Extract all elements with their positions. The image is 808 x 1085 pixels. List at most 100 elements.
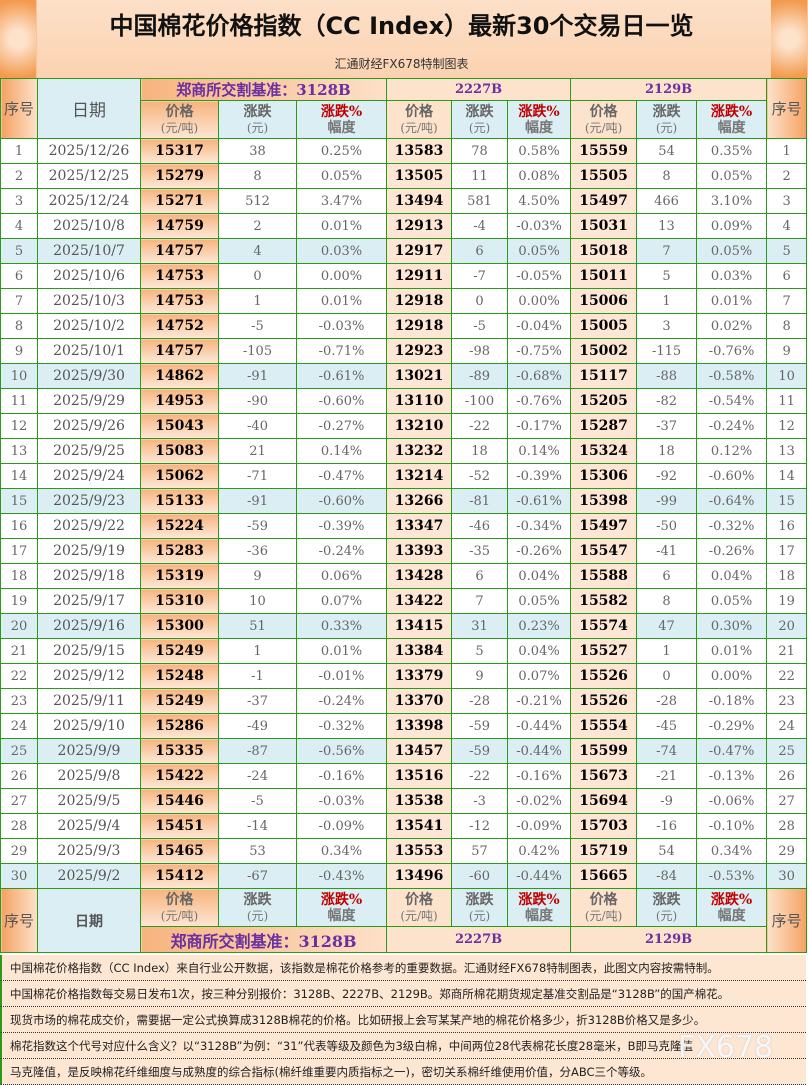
page-title: 中国棉花价格指数（CC Index）最新30个交易日一览 xyxy=(109,12,694,40)
date-cell: 2025/12/24 xyxy=(37,188,141,215)
note-line: 中国棉花价格指数每交易日发布1次，按三种分别报价：3128B、2227B、212… xyxy=(0,981,806,1007)
pct-3128b-cell: 0.14% xyxy=(295,438,388,465)
pct-3128b-cell: -0.09% xyxy=(295,813,388,840)
header-unit: (元) xyxy=(468,120,491,135)
table-row: 8 2025/10/2 14752 -5 -0.03% 12918 -5 -0.04% 1500… xyxy=(0,313,808,340)
chg-2227b-cell: 581 xyxy=(451,188,509,215)
price-3128b-cell: 15451 xyxy=(140,813,219,840)
header-unit: 幅度 xyxy=(525,119,554,136)
header-unit: 幅度 xyxy=(717,907,746,924)
seq-right-cell: 24 xyxy=(766,713,808,740)
price-3128b-cell: 15271 xyxy=(140,188,219,215)
header-unit: (元) xyxy=(246,908,269,923)
date-cell: 2025/9/16 xyxy=(37,613,141,640)
table-row: 9 2025/10/1 14757 -105 -0.71% 12923 -98 -0.75% 1… xyxy=(0,338,808,365)
chg-3128b-cell: 21 xyxy=(218,438,297,465)
table-row: 4 2025/10/8 14759 2 0.01% 12913 -4 -0.03% 15031 1… xyxy=(0,213,808,240)
pct-2129b-cell: -0.26% xyxy=(696,538,768,565)
chg-2227b-cell: 9 xyxy=(451,663,509,690)
price-2227b-cell: 13516 xyxy=(386,763,453,790)
pct-2227b-cell: -0.03% xyxy=(507,213,572,240)
chg-2129b-cell: -88 xyxy=(636,363,698,390)
seq-right-cell: 2 xyxy=(766,163,808,190)
chg-3128b-cell: 51 xyxy=(218,613,297,640)
pct-2129b-cell: -0.06% xyxy=(696,788,768,815)
table-row: 30 2025/9/2 15412 -67 -0.43% 13496 -60 -0.44% 15… xyxy=(0,863,808,890)
seq-right-cell: 12 xyxy=(766,413,808,440)
pct-3128b-cell: 0.00% xyxy=(295,263,388,290)
chg-2129b-cell: 0 xyxy=(636,663,698,690)
seq-right-cell: 28 xyxy=(766,813,808,840)
chg-2129b-cell: -74 xyxy=(636,738,698,765)
pct-2227b-cell: -0.61% xyxy=(507,488,572,515)
price-2227b-cell: 12913 xyxy=(386,213,453,240)
chg-2227b-cell: -3 xyxy=(451,788,509,815)
date-cell: 2025/9/19 xyxy=(37,538,141,565)
date-cell: 2025/12/25 xyxy=(37,163,141,190)
pct-2227b-cell: -0.21% xyxy=(507,688,572,715)
chg-2129b-cell: -99 xyxy=(636,488,698,515)
chg-3128b-cell: 53 xyxy=(218,838,297,865)
seq-cell: 10 xyxy=(0,363,38,390)
pct-2129b-cell: -0.53% xyxy=(696,863,768,890)
chg-2129b-cell: -50 xyxy=(636,513,698,540)
pct-2129b-cell: -0.29% xyxy=(696,713,768,740)
price-2129b-cell: 15554 xyxy=(570,713,638,740)
pct-3128b-cell: -0.71% xyxy=(295,338,388,365)
pct-2129b-cell: 0.00% xyxy=(696,663,768,690)
seq-cell: 1 xyxy=(0,137,38,165)
pct-2129b-cell: 0.12% xyxy=(696,438,768,465)
pct-2227b-cell: 0.05% xyxy=(507,588,572,615)
price-2227b-cell: 13457 xyxy=(386,738,453,765)
price-3128b-cell: 14753 xyxy=(140,263,219,290)
seq-cell: 11 xyxy=(0,388,38,415)
pct-2227b-cell: -0.04% xyxy=(507,313,572,340)
pct-2129b-cell: 0.34% xyxy=(696,838,768,865)
chg-2227b-cell: -46 xyxy=(451,513,509,540)
seq-right-cell: 16 xyxy=(766,513,808,540)
price-3128b-cell: 14752 xyxy=(140,313,219,340)
seq-right-cell: 5 xyxy=(766,238,808,265)
notes-section: 中国棉花价格指数（CC Index）来自行业公开数据，该指数是棉花价格参考的重要… xyxy=(0,955,806,1085)
chg-2227b-cell: 78 xyxy=(451,137,509,165)
chg-3128b-cell: -67 xyxy=(218,863,297,890)
price-2227b-cell: 12911 xyxy=(386,263,453,290)
pct-2227b-cell: -0.44% xyxy=(507,738,572,765)
price-2227b-cell: 13538 xyxy=(386,788,453,815)
seq-right-cell: 14 xyxy=(766,463,808,490)
header-unit: 幅度 xyxy=(327,907,356,924)
seq-right-cell: 27 xyxy=(766,788,808,815)
price-2129b-cell: 15526 xyxy=(570,663,638,690)
chg-3128b-cell: -59 xyxy=(218,513,297,540)
pct-2227b-cell: 0.58% xyxy=(507,137,572,165)
price-2227b-cell: 13553 xyxy=(386,838,453,865)
pct-2227b-cell: -0.17% xyxy=(507,413,572,440)
price-3128b-cell: 14759 xyxy=(140,213,219,240)
price-2129b-cell: 15582 xyxy=(570,588,638,615)
header-label: 涨跌% xyxy=(518,103,560,120)
header-unit: (元) xyxy=(468,908,491,923)
seq-cell: 25 xyxy=(0,738,38,765)
table-row: 28 2025/9/4 15451 -14 -0.09% 13541 -12 -0.09% 15… xyxy=(0,813,808,840)
header-unit: (元/吨) xyxy=(400,908,438,923)
group-header-2227b: 2227B xyxy=(386,78,572,101)
chg-2227b-cell: -22 xyxy=(451,763,509,790)
chg-2129b-cell: -9 xyxy=(636,788,698,815)
price-2227b-cell: 12923 xyxy=(386,338,453,365)
pct-3128b-cell: -0.60% xyxy=(295,488,388,515)
price-3128b-cell: 15412 xyxy=(140,863,219,890)
header-unit: (元/吨) xyxy=(160,908,199,923)
chg-header-2227b: 涨跌 (元) xyxy=(451,100,509,139)
pct-3128b-cell: -0.61% xyxy=(295,363,388,390)
chg-2227b-cell: 6 xyxy=(451,238,509,265)
pct-3128b-cell: -0.27% xyxy=(295,413,388,440)
chg-2227b-cell: 7 xyxy=(451,588,509,615)
price-2129b-cell: 15588 xyxy=(570,563,638,590)
chg-3128b-cell: -105 xyxy=(218,338,297,365)
chg-3128b-cell: -24 xyxy=(218,763,297,790)
chg-2129b-cell: 1 xyxy=(636,288,698,315)
seq-right-cell: 7 xyxy=(766,288,808,315)
price-2129b-cell: 15719 xyxy=(570,838,638,865)
seq-cell: 15 xyxy=(0,488,38,515)
seq-right-cell: 17 xyxy=(766,538,808,565)
